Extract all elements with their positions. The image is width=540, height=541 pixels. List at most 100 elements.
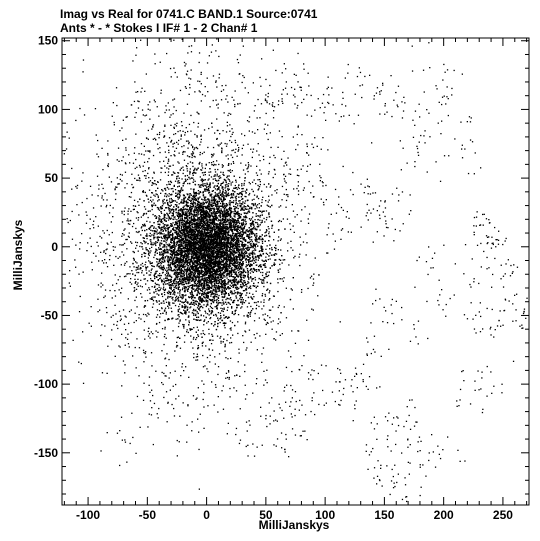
- data-point: [261, 240, 264, 243]
- data-point: [196, 238, 198, 240]
- data-point: [242, 283, 244, 285]
- data-point: [197, 304, 200, 306]
- data-point: [213, 249, 215, 251]
- data-point: [213, 262, 215, 264]
- data-point: [207, 301, 209, 303]
- data-point: [188, 267, 191, 269]
- data-point: [128, 220, 130, 222]
- data-point: [186, 274, 188, 277]
- data-point: [167, 203, 169, 205]
- data-point: [233, 219, 236, 221]
- data-point: [222, 260, 224, 263]
- data-point: [212, 300, 214, 303]
- data-point: [312, 284, 314, 286]
- data-point: [226, 309, 228, 311]
- data-point: [185, 212, 187, 214]
- data-point: [213, 204, 215, 206]
- data-point: [253, 225, 255, 227]
- data-point: [184, 286, 186, 289]
- data-point: [178, 241, 180, 243]
- data-point: [173, 282, 176, 285]
- data-point: [184, 216, 186, 218]
- data-point: [126, 248, 128, 250]
- data-point: [215, 289, 217, 291]
- data-point: [214, 174, 216, 176]
- data-point: [212, 288, 214, 290]
- data-point: [264, 221, 266, 223]
- data-point: [238, 222, 241, 225]
- data-point: [172, 299, 174, 301]
- data-point: [172, 234, 174, 236]
- data-point: [151, 234, 153, 236]
- data-point: [198, 231, 200, 233]
- data-point: [235, 198, 237, 200]
- data-point: [189, 278, 191, 281]
- data-point: [195, 244, 198, 246]
- data-point: [236, 273, 238, 275]
- data-point: [237, 207, 239, 210]
- data-point: [211, 220, 213, 222]
- data-point: [184, 223, 186, 225]
- data-point: [188, 277, 190, 279]
- data-point: [233, 255, 235, 257]
- data-point: [218, 244, 221, 247]
- data-point: [161, 258, 163, 260]
- data-point: [204, 263, 206, 265]
- data-point: [202, 246, 204, 248]
- data-point: [258, 241, 260, 244]
- data-point: [241, 282, 244, 284]
- data-point: [193, 281, 195, 283]
- data-point: [166, 224, 168, 226]
- data-point: [180, 259, 182, 261]
- data-point: [163, 240, 165, 242]
- data-point: [181, 258, 183, 260]
- data-point: [195, 300, 197, 302]
- data-point: [201, 262, 204, 264]
- data-point: [203, 224, 205, 226]
- data-point: [176, 214, 179, 216]
- data-point: [165, 192, 167, 195]
- data-point: [229, 202, 232, 204]
- data-point: [193, 248, 195, 250]
- data-point: [213, 210, 215, 212]
- data-point: [238, 245, 240, 247]
- data-point: [230, 256, 232, 258]
- data-point: [220, 258, 223, 261]
- data-point: [189, 277, 191, 279]
- data-point: [202, 178, 204, 181]
- data-point: [159, 277, 162, 279]
- data-point: [155, 276, 157, 278]
- data-point: [222, 251, 225, 254]
- data-point: [153, 265, 155, 268]
- data-point: [176, 228, 178, 230]
- data-point: [168, 257, 170, 259]
- data-point: [215, 164, 217, 166]
- data-point: [193, 272, 196, 274]
- data-point: [229, 253, 231, 256]
- data-point: [253, 296, 255, 298]
- data-point: [214, 232, 216, 234]
- data-point: [221, 226, 223, 228]
- data-point: [228, 238, 230, 241]
- data-point: [190, 302, 192, 304]
- data-point: [243, 280, 246, 282]
- data-point: [256, 204, 259, 206]
- data-point: [300, 244, 302, 246]
- data-point: [197, 244, 199, 246]
- data-point: [196, 215, 198, 217]
- data-point: [217, 286, 219, 288]
- data-point: [262, 238, 264, 241]
- data-point: [265, 256, 267, 258]
- data-point: [226, 183, 228, 185]
- data-point: [149, 292, 151, 294]
- data-point: [230, 171, 232, 173]
- data-point: [206, 304, 208, 306]
- data-point: [274, 246, 276, 249]
- data-point: [197, 259, 199, 262]
- data-point: [246, 256, 249, 258]
- data-point: [250, 224, 252, 227]
- data-point: [163, 246, 165, 248]
- data-point: [172, 218, 174, 221]
- data-point: [229, 234, 231, 237]
- data-point: [191, 328, 193, 330]
